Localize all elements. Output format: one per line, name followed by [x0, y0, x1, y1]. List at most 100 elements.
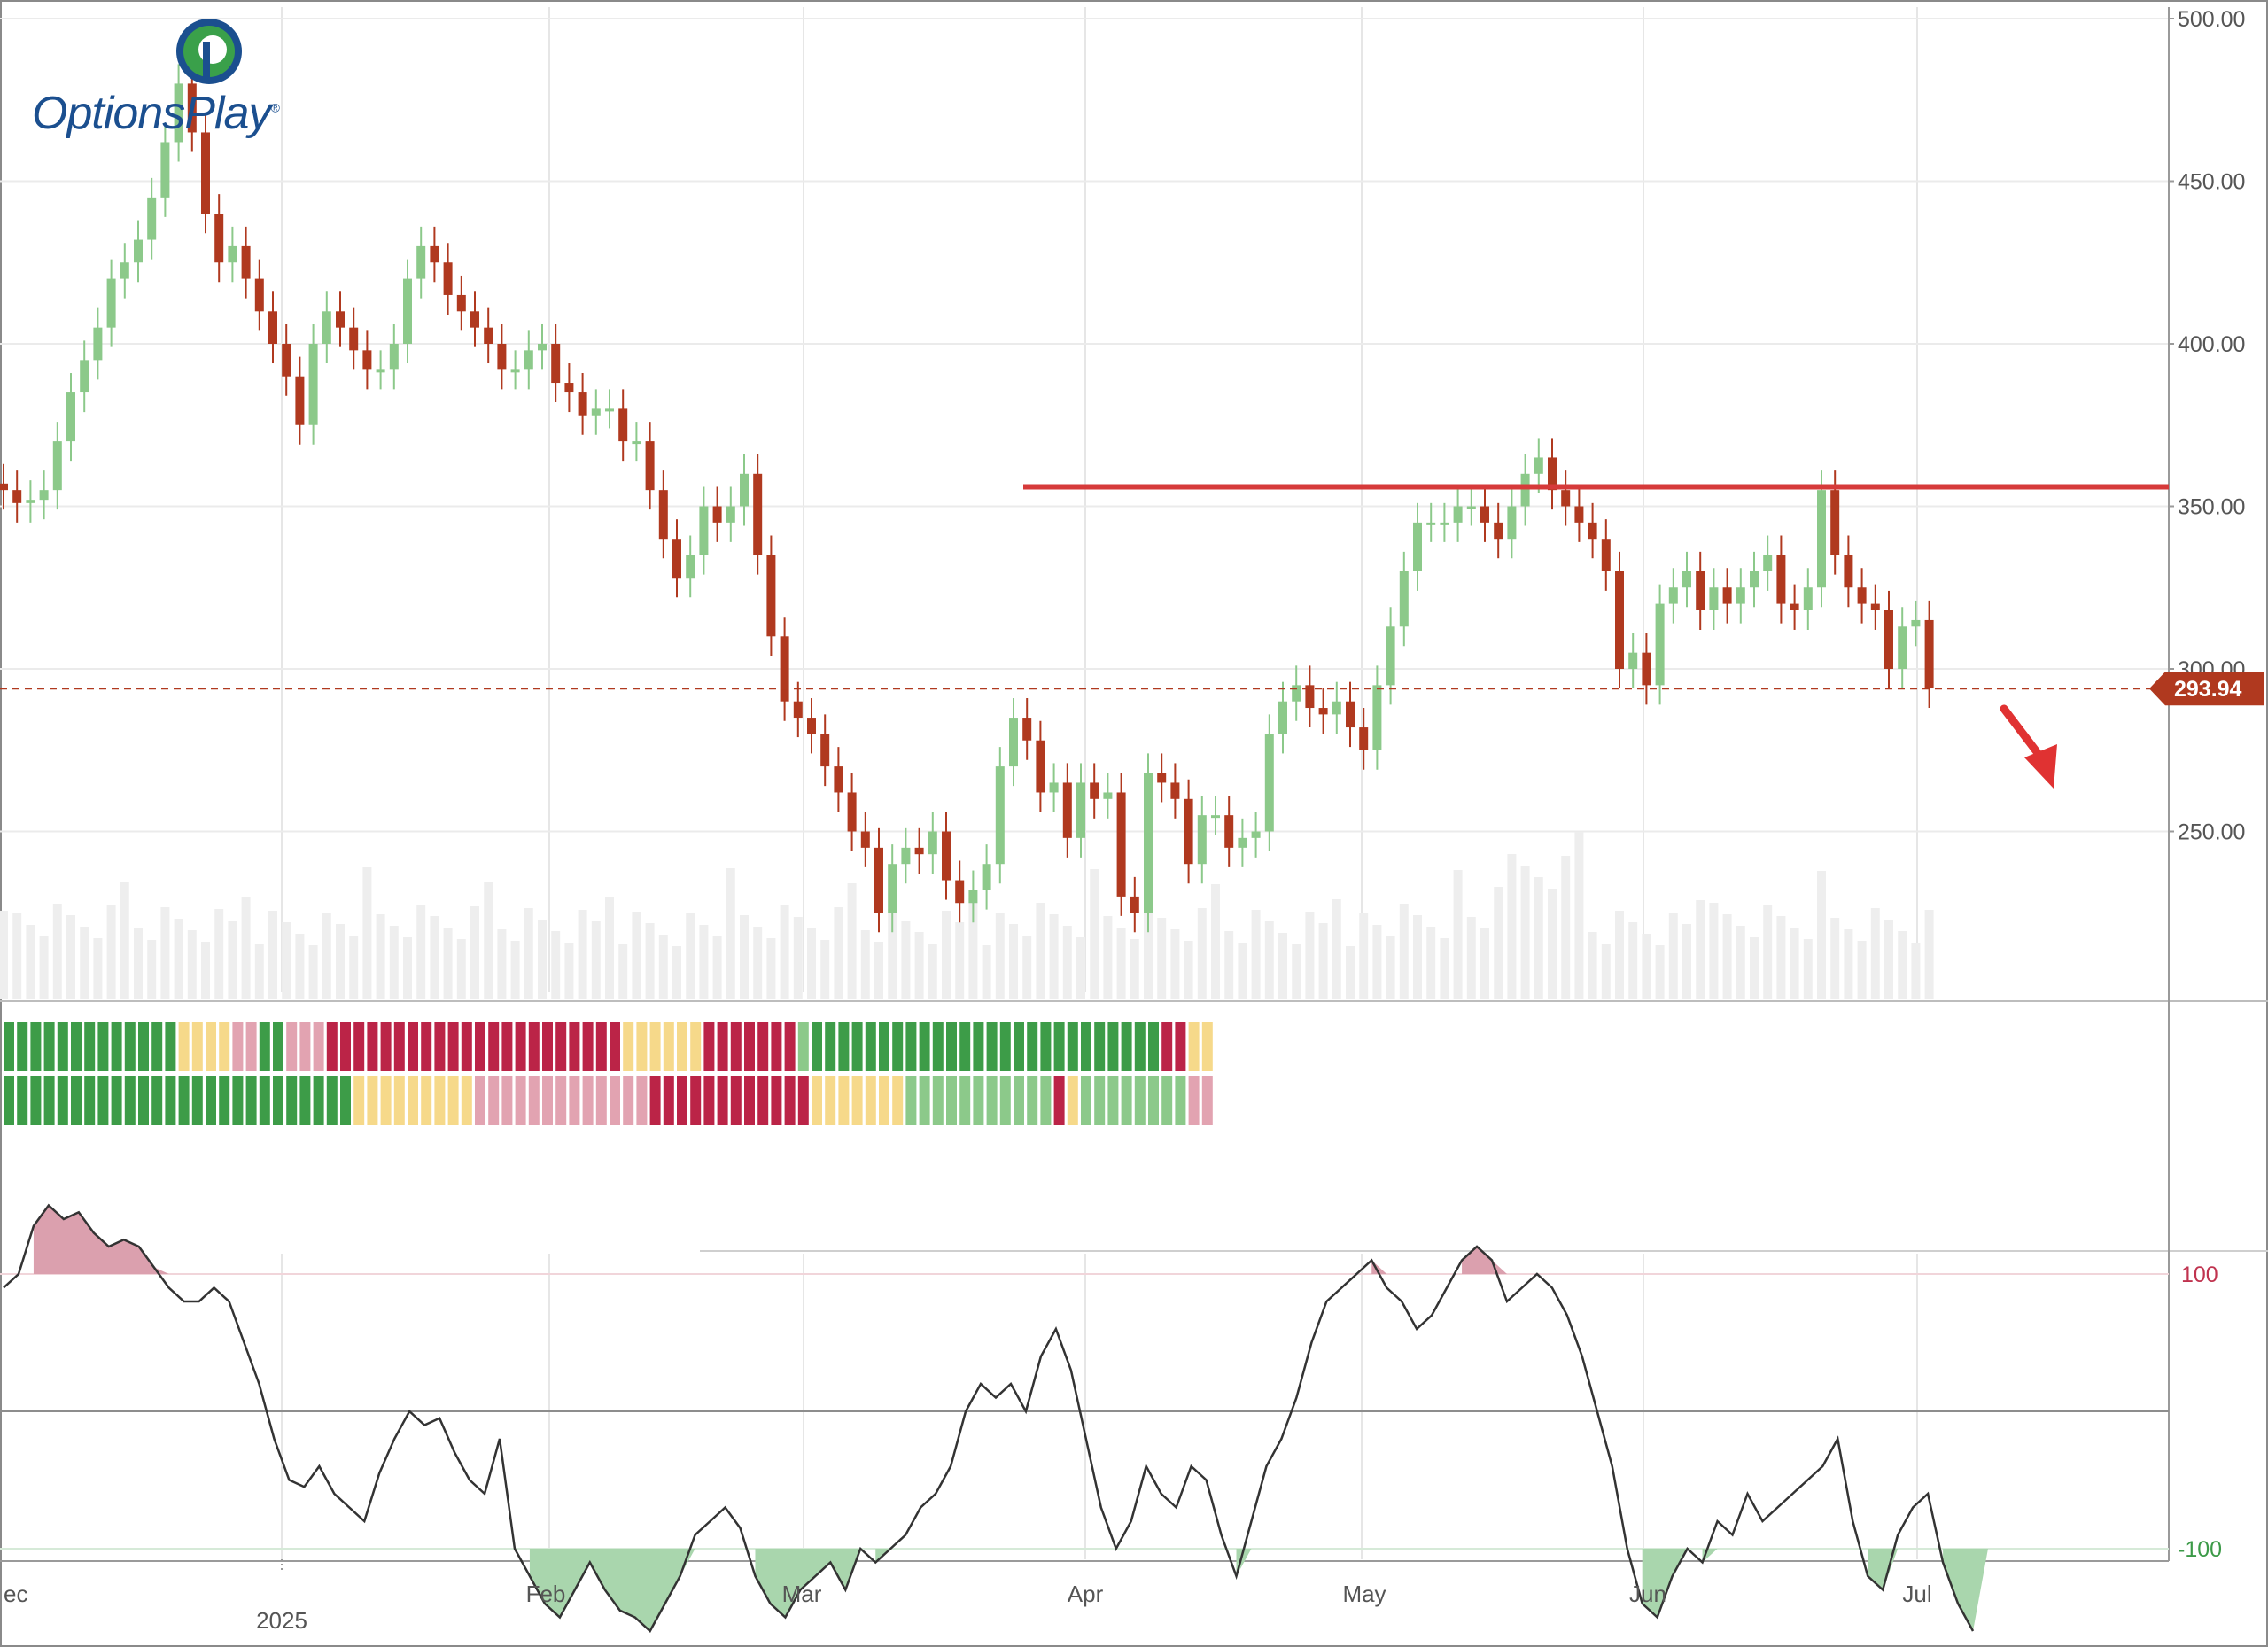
time-tick-label: May	[1342, 1581, 1386, 1607]
candle-body	[1830, 490, 1840, 555]
trend-cell-top	[946, 1022, 957, 1071]
candle-body	[12, 490, 22, 503]
candle-body	[376, 369, 385, 373]
volume-bar	[834, 907, 843, 999]
trend-cell-top	[703, 1022, 715, 1071]
candle-body	[443, 262, 453, 295]
volume-bar	[66, 915, 75, 999]
trend-cell-bottom	[595, 1076, 607, 1125]
candle-body	[174, 83, 183, 143]
candle-body	[1359, 727, 1369, 750]
candle-body	[1466, 506, 1476, 509]
volume-bar	[551, 931, 561, 999]
candle-body	[551, 344, 561, 384]
trend-cell-bottom	[178, 1076, 190, 1125]
candle-body	[712, 506, 722, 523]
trend-cell-bottom	[232, 1076, 244, 1125]
trend-cell-bottom	[111, 1076, 122, 1125]
trend-cell-bottom	[851, 1076, 863, 1125]
volume-bar	[282, 922, 291, 999]
candle-body	[699, 506, 709, 555]
candle-body	[1197, 815, 1207, 865]
candle-body	[1642, 652, 1651, 686]
trend-cell-top	[232, 1022, 244, 1071]
trend-cell-bottom	[151, 1076, 163, 1125]
candle-body	[1696, 571, 1705, 610]
trend-cell-bottom	[1067, 1076, 1078, 1125]
volume-bar	[362, 867, 372, 999]
trend-cell-bottom	[879, 1076, 889, 1125]
candle-body	[93, 327, 103, 361]
logo-mark	[176, 19, 242, 84]
trend-cell-top	[206, 1022, 216, 1071]
volume-bar	[982, 945, 991, 999]
volume-bar	[1062, 926, 1072, 999]
volume-bar	[1588, 932, 1597, 999]
logo-word-options: Options	[32, 88, 185, 139]
trend-cell-top	[851, 1022, 863, 1071]
trend-cell-top	[1107, 1022, 1119, 1071]
trend-cell-top	[286, 1022, 298, 1071]
candle-body	[1776, 555, 1786, 604]
candle-body	[834, 766, 843, 793]
volume-bar	[632, 912, 641, 999]
year-label: 2025	[256, 1607, 307, 1634]
volume-bar	[1763, 905, 1773, 999]
trend-cell-top	[151, 1022, 163, 1071]
candle-body	[308, 344, 318, 425]
trend-cell-bottom	[973, 1076, 984, 1125]
volume-bar	[1076, 937, 1085, 999]
candle-body	[1184, 798, 1193, 865]
candle-body	[1332, 701, 1341, 715]
volume-bar	[1736, 926, 1745, 999]
trend-cell-top	[582, 1022, 594, 1071]
volume-bar	[1642, 934, 1651, 999]
volume-bar	[1346, 946, 1355, 999]
candle-body	[1318, 708, 1328, 715]
trend-cell-bottom	[138, 1076, 149, 1125]
candle-body	[1722, 587, 1732, 604]
volume-bar	[268, 911, 277, 999]
trend-cell-bottom	[986, 1076, 998, 1125]
trend-cell-bottom	[959, 1076, 971, 1125]
trend-cell-top	[677, 1022, 687, 1071]
candle-body	[1480, 506, 1489, 523]
trend-cell-top	[97, 1022, 109, 1071]
candle-body	[1009, 718, 1018, 767]
candle-body	[1588, 522, 1597, 540]
trend-cell-top	[1067, 1022, 1078, 1071]
trend-cell-bottom	[380, 1076, 392, 1125]
candle-body	[1628, 652, 1638, 669]
candle-body	[187, 83, 197, 133]
trend-cell-bottom	[501, 1076, 513, 1125]
candle-body	[282, 344, 291, 377]
price-tick-label: 450.00	[2178, 170, 2245, 195]
volume-bar	[470, 906, 479, 999]
trend-cell-top	[595, 1022, 607, 1071]
trend-cell-bottom	[610, 1076, 620, 1125]
candle-body	[1655, 603, 1665, 686]
trend-cell-top	[919, 1022, 930, 1071]
volume-bar	[1722, 914, 1732, 999]
trend-cell-bottom	[892, 1076, 904, 1125]
volume-bar	[241, 897, 251, 999]
volume-bar	[524, 908, 533, 999]
volume-bar	[403, 937, 412, 999]
trend-cell-bottom	[1094, 1076, 1106, 1125]
volume-bar	[376, 914, 385, 999]
volume-bar	[1817, 871, 1826, 999]
volume-bar	[1103, 916, 1113, 999]
trend-cell-bottom	[4, 1076, 14, 1125]
trend-cell-bottom	[905, 1076, 917, 1125]
volume-bar	[1278, 933, 1287, 999]
trend-cell-bottom	[1040, 1076, 1052, 1125]
candle-body	[1520, 473, 1530, 507]
volume-bar	[1009, 924, 1018, 999]
candle-body	[1548, 457, 1557, 491]
candle-body	[66, 392, 75, 442]
volume-bar	[1426, 927, 1436, 999]
down-arrow-shaft	[2000, 704, 2042, 757]
candle-body	[470, 311, 479, 328]
trend-cell-top	[57, 1022, 68, 1071]
